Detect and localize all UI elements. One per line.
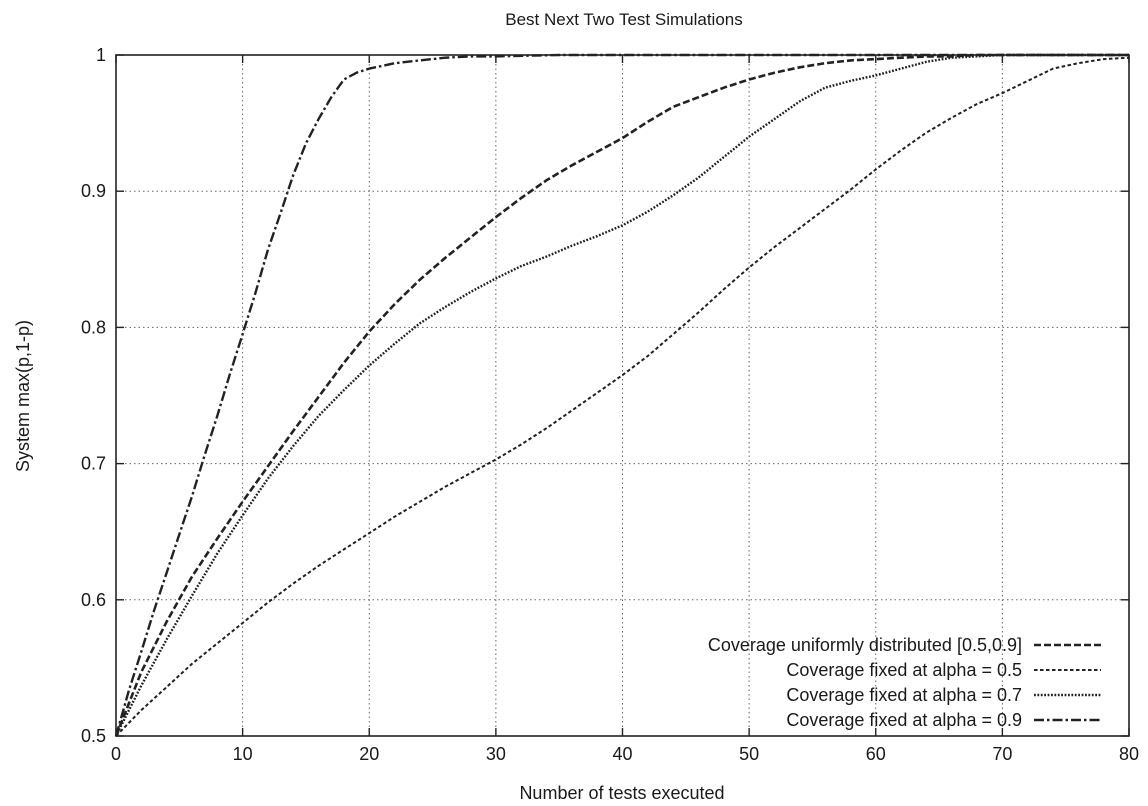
legend-label: Coverage uniformly distributed [0.5,0.9] [708, 635, 1022, 655]
x-axis-ticks: 0 10 20 30 40 50 60 70 80 [111, 744, 1139, 764]
x-tick-label: 20 [359, 744, 379, 764]
series-line-dash-dot [114, 53, 1129, 737]
legend-label: Coverage fixed at alpha = 0.7 [786, 685, 1022, 705]
x-axis-label: Number of tests executed [519, 783, 724, 803]
y-tick-label: 1 [96, 45, 106, 65]
series-line-fine-dashed [115, 56, 1130, 737]
x-tick-label: 60 [866, 744, 886, 764]
grid-lines [116, 55, 1129, 736]
legend: Coverage uniformly distributed [0.5,0.9]… [708, 635, 1101, 730]
legend-label: Coverage fixed at alpha = 0.9 [786, 710, 1022, 730]
y-tick-label: 0.7 [81, 454, 106, 474]
series-line-dotted [114, 53, 1129, 737]
y-axis-label: System max(p,1-p) [13, 320, 33, 472]
x-tick-label: 50 [739, 744, 759, 764]
x-tick-label: 40 [612, 744, 632, 764]
x-tick-label: 30 [486, 744, 506, 764]
x-tick-label: 70 [992, 744, 1012, 764]
series-lines [114, 53, 1130, 737]
x-tick-label: 10 [233, 744, 253, 764]
y-tick-label: 0.5 [81, 726, 106, 746]
x-tick-label: 0 [111, 744, 121, 764]
tick-marks [115, 54, 1130, 737]
legend-label: Coverage fixed at alpha = 0.5 [786, 660, 1022, 680]
y-tick-label: 0.8 [81, 317, 106, 337]
series-line-dashed [114, 53, 1129, 737]
plot-frame [115, 54, 1130, 737]
y-tick-label: 0.6 [81, 590, 106, 610]
y-tick-label: 0.9 [81, 181, 106, 201]
y-axis-ticks: 0.5 0.6 0.7 0.8 0.9 1 [81, 45, 106, 746]
x-tick-label: 80 [1119, 744, 1139, 764]
chart-title: Best Next Two Test Simulations [505, 10, 742, 29]
